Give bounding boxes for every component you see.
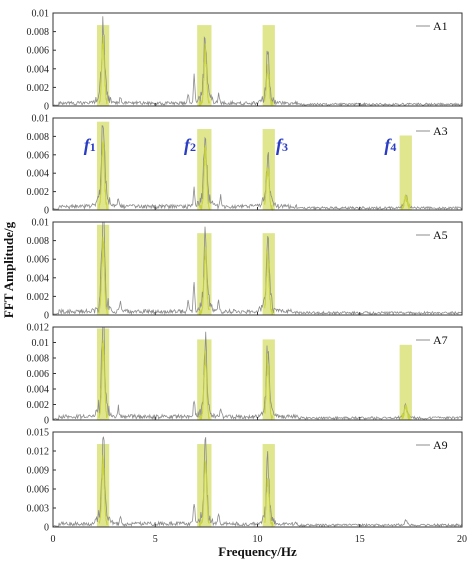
y-tick-label: 0: [44, 523, 49, 534]
peak-line: [98, 236, 108, 315]
panel-frame: [52, 221, 463, 316]
frequency-label: f2: [184, 135, 196, 155]
spectrum-line: [52, 16, 463, 107]
panel-a5: 0 0.002 0.004 0.006 0.008 0.01 A5: [27, 218, 463, 322]
y-tick-label: 0: [44, 206, 49, 217]
y-tick-label: 0.006: [27, 46, 50, 57]
panel-a7: 0 0.002 0.004 0.006 0.008 0.01 0.012 A7: [27, 323, 463, 427]
x-tick-label: 20: [457, 534, 467, 545]
peak-line: [198, 145, 210, 211]
frequency-label-subscript: 3: [282, 140, 288, 154]
y-tick-label: 0.008: [27, 132, 50, 143]
y-tick-label: 0.012: [27, 323, 50, 334]
y-tick-label: 0: [44, 311, 49, 322]
y-tick-label: 0.01: [32, 338, 50, 349]
peak-line: [98, 340, 108, 419]
peak-line: [264, 167, 274, 212]
frequency-label-subscript: 1: [90, 140, 96, 154]
legend-label: A9: [433, 438, 448, 452]
y-tick-label: 0.008: [27, 354, 50, 365]
y-tick-label: 0.002: [27, 187, 50, 198]
y-tick-label: 0.012: [27, 447, 50, 458]
peak-line: [98, 140, 108, 210]
peak-line: [98, 35, 108, 105]
peak-line: [264, 478, 274, 527]
y-tick-label: 0.002: [27, 292, 50, 303]
y-tick-label: 0.006: [27, 150, 50, 161]
frequency-label: f4: [384, 135, 396, 155]
y-tick-label: 0.004: [27, 385, 50, 396]
peak-line: [401, 194, 411, 210]
peak-line: [264, 353, 274, 420]
peak-line: [198, 460, 210, 527]
spectrum-line: [52, 125, 463, 211]
y-tick-label: 0.006: [27, 369, 50, 380]
y-tick-label: 0.004: [27, 64, 50, 75]
peak-line: [198, 43, 210, 106]
legend-label: A5: [433, 228, 448, 242]
y-tick-label: 0: [44, 102, 49, 113]
panel-a3: 0 0.002 0.004 0.006 0.008 0.01 A3: [27, 114, 463, 217]
x-tick-label: 0: [51, 534, 56, 545]
highlight-band: [399, 344, 412, 420]
y-tick-label: 0: [44, 416, 49, 427]
y-tick-label: 0.003: [27, 504, 50, 515]
y-tick-label: 0.002: [27, 400, 50, 411]
spectrum-line: [52, 221, 463, 316]
spectrum-line: [52, 436, 463, 528]
y-tick-label: 0.009: [27, 466, 50, 477]
y-tick-label: 0.008: [27, 27, 50, 38]
highlight-band: [399, 135, 412, 210]
y-tick-label: 0.015: [27, 428, 50, 439]
x-tick-label: 5: [153, 534, 158, 545]
y-tick-label: 0.01: [32, 218, 50, 229]
legend-label: A3: [433, 124, 448, 138]
frequency-label: f3: [276, 135, 288, 155]
y-tick-label: 0.004: [27, 273, 50, 284]
y-axis-title: FFT Amplitude/g: [1, 221, 16, 318]
frequency-label-subscript: 2: [190, 140, 196, 154]
peak-line: [98, 455, 108, 526]
y-tick-label: 0.002: [27, 83, 50, 94]
y-tick-label: 0.004: [27, 169, 50, 180]
y-tick-label: 0.006: [27, 255, 50, 266]
y-tick-label: 0.01: [32, 9, 50, 20]
y-tick-label: 0.01: [32, 114, 50, 125]
x-tick-label: 10: [253, 534, 263, 545]
legend-label: A1: [433, 19, 448, 33]
peak-line: [264, 64, 274, 106]
panel-a9: 0 0.003 0.006 0.009 0.012 0.015 A9: [27, 428, 463, 534]
panel-frame: [52, 431, 463, 528]
panel-frame: [52, 12, 463, 107]
frequency-label-subscript: 4: [390, 140, 396, 154]
legend-label: A7: [433, 333, 448, 347]
frequency-label: f1: [84, 135, 96, 155]
peak-line: [198, 350, 210, 420]
peak-line: [264, 251, 274, 315]
peak-line: [198, 247, 210, 315]
y-tick-label: 0.006: [27, 485, 50, 496]
y-tick-label: 0.008: [27, 236, 50, 247]
panel-a1: 0 0.002 0.004 0.006 0.008 0.01 A1: [27, 9, 463, 113]
x-tick-label: 15: [355, 534, 365, 545]
peak-line: [401, 404, 411, 421]
x-axis-title: Frequency/Hz: [218, 544, 297, 559]
